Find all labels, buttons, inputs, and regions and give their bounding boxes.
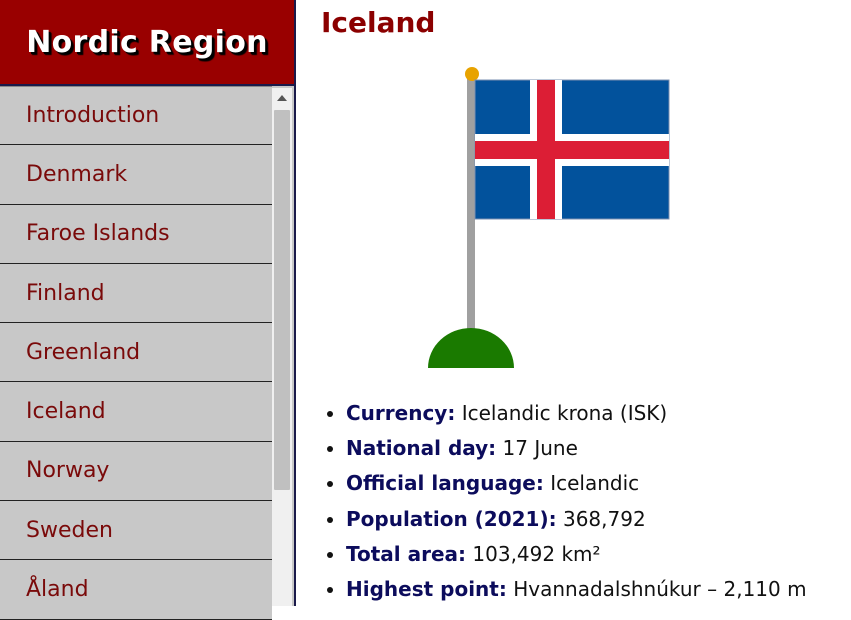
iceland-flag <box>474 79 670 220</box>
fact-label: Population (2021): <box>346 506 557 531</box>
nav-item-sweden[interactable]: Sweden <box>0 501 272 561</box>
fact-label: National day: <box>346 436 497 461</box>
fact-value: Hvannadalshnúkur – 2,110 m <box>513 577 807 602</box>
nav-list: Introduction Denmark Faroe Islands Finla… <box>0 86 272 620</box>
fact-value: 368,792 <box>562 506 646 531</box>
flagpole-finial <box>465 67 479 81</box>
nav-item-norway[interactable]: Norway <box>0 441 272 502</box>
fact-label: Highest point: <box>346 577 507 602</box>
flag-on-pole-icon <box>428 67 670 368</box>
site-title: Nordic Region <box>0 0 294 86</box>
country-facts-list: Currency: Icelandic krona (ISK) National… <box>346 396 807 607</box>
nav-item-introduction[interactable]: Introduction <box>0 86 272 146</box>
fact-official-language: Official language: Icelandic <box>346 466 807 501</box>
main-content: Iceland Currency: Icelandic krona (ISK) … <box>296 0 851 606</box>
fact-total-area: Total area: 103,492 km² <box>346 537 807 572</box>
scroll-up-arrow-icon[interactable] <box>277 95 287 101</box>
scrollbar-thumb[interactable] <box>274 110 290 490</box>
fact-label: Total area: <box>346 541 467 566</box>
country-title: Iceland <box>321 6 436 39</box>
sidebar: Nordic Region Introduction Denmark Faroe… <box>0 0 296 620</box>
nav-item-greenland[interactable]: Greenland <box>0 323 272 383</box>
nav-item-denmark[interactable]: Denmark <box>0 145 272 205</box>
fact-value: Icelandic <box>550 471 640 496</box>
fact-value: Icelandic krona (ISK) <box>461 401 668 425</box>
fact-highest-point: Highest point: Hvannadalshnúkur – 2,110 … <box>346 572 807 607</box>
nav-item-aland[interactable]: Åland <box>0 560 272 620</box>
nav-item-faroe-islands[interactable]: Faroe Islands <box>0 204 272 264</box>
fact-national-day: National day: 17 June <box>346 431 807 466</box>
fact-label: Official language: <box>346 471 544 496</box>
flag-illustration <box>426 64 676 378</box>
sidebar-scrollbar[interactable] <box>272 88 292 606</box>
fact-label: Currency: <box>346 401 456 425</box>
flagpole <box>467 72 475 332</box>
fact-value: 103,492 km² <box>472 541 601 566</box>
fact-currency: Currency: Icelandic krona (ISK) <box>346 396 807 431</box>
nav-item-iceland[interactable]: Iceland <box>0 382 272 442</box>
nav-item-finland[interactable]: Finland <box>0 263 272 324</box>
fact-value: 17 June <box>502 436 578 461</box>
fact-population: Population (2021): 368,792 <box>346 502 807 537</box>
flagpole-base <box>428 328 514 368</box>
